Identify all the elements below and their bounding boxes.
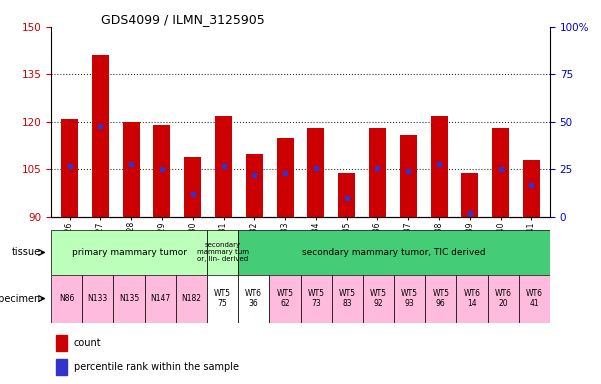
Text: WT6
14: WT6 14 — [463, 289, 480, 308]
Text: WT5
92: WT5 92 — [370, 289, 387, 308]
Bar — [145, 275, 176, 323]
Bar — [51, 230, 207, 275]
Bar — [519, 275, 550, 323]
Bar — [369, 128, 386, 217]
Bar — [426, 275, 456, 323]
Text: WT5
62: WT5 62 — [276, 289, 293, 308]
Text: N147: N147 — [150, 294, 170, 303]
Text: WT5
93: WT5 93 — [401, 289, 418, 308]
Bar — [56, 335, 67, 351]
Bar — [308, 128, 325, 217]
Text: secondary mammary tumor, TIC derived: secondary mammary tumor, TIC derived — [302, 248, 486, 257]
Bar — [185, 157, 201, 217]
Bar — [487, 275, 519, 323]
Bar — [153, 125, 171, 217]
Text: tissue: tissue — [12, 247, 41, 258]
Text: secondary
mammary tum
or, lin- derived: secondary mammary tum or, lin- derived — [197, 242, 249, 263]
Text: N86: N86 — [59, 294, 75, 303]
Bar — [123, 122, 139, 217]
Bar — [523, 160, 540, 217]
Text: N135: N135 — [119, 294, 139, 303]
Text: WT5
96: WT5 96 — [432, 289, 450, 308]
Bar — [492, 128, 509, 217]
Bar — [207, 275, 238, 323]
Text: WT6
41: WT6 41 — [526, 289, 543, 308]
Bar — [456, 275, 487, 323]
Bar — [430, 116, 448, 217]
Bar — [61, 119, 78, 217]
Text: WT5
83: WT5 83 — [339, 289, 356, 308]
Bar — [215, 116, 232, 217]
Bar — [400, 135, 416, 217]
Text: WT6
20: WT6 20 — [495, 289, 511, 308]
Text: specimen: specimen — [0, 293, 41, 304]
Text: WT5
73: WT5 73 — [308, 289, 325, 308]
Text: GDS4099 / ILMN_3125905: GDS4099 / ILMN_3125905 — [101, 13, 264, 26]
Bar — [51, 275, 82, 323]
Bar — [238, 275, 269, 323]
Bar — [332, 275, 363, 323]
Text: WT5
75: WT5 75 — [214, 289, 231, 308]
Bar — [238, 230, 550, 275]
Bar — [363, 275, 394, 323]
Text: percentile rank within the sample: percentile rank within the sample — [73, 362, 239, 372]
Text: count: count — [73, 338, 101, 348]
Bar — [176, 275, 207, 323]
Text: primary mammary tumor: primary mammary tumor — [72, 248, 186, 257]
Bar — [114, 275, 145, 323]
Text: N133: N133 — [88, 294, 108, 303]
Bar — [338, 173, 355, 217]
Bar — [82, 275, 114, 323]
Text: N182: N182 — [182, 294, 201, 303]
Text: WT6
36: WT6 36 — [245, 289, 262, 308]
Bar — [246, 154, 263, 217]
Bar — [300, 275, 332, 323]
Bar — [92, 55, 109, 217]
Bar — [276, 138, 293, 217]
Bar — [462, 173, 478, 217]
Bar — [207, 230, 238, 275]
Bar — [269, 275, 300, 323]
Bar — [394, 275, 426, 323]
Bar — [56, 359, 67, 375]
